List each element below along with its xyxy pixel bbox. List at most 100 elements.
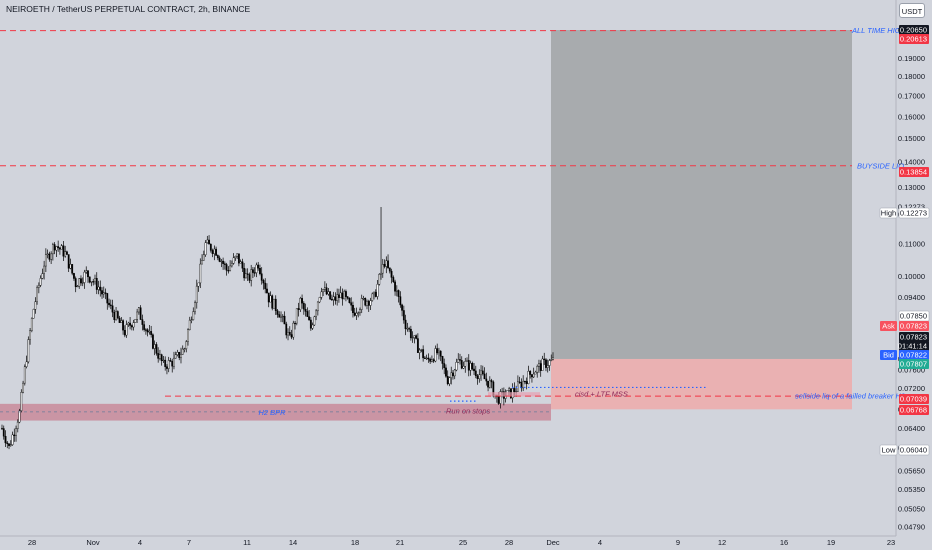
candle-body [387,260,389,269]
candle-body [88,276,91,283]
candle [116,310,119,320]
mss-marker [488,392,540,397]
x-tick-label: 9 [676,538,680,547]
price-badge-label: Bid [883,351,894,360]
candle [259,264,261,276]
candle [104,288,107,300]
x-tick-label: 11 [243,538,251,547]
candle [304,303,307,317]
candle-body [355,312,358,316]
candle [9,440,12,447]
candle [548,358,551,371]
candle-body [385,260,388,267]
candle [11,431,14,446]
candle [239,259,242,264]
candle [216,254,219,261]
candle [329,291,332,300]
candle-body [399,296,402,306]
candle [209,243,212,253]
candle-body [339,292,342,298]
candle-body [171,361,174,367]
candle [20,389,23,413]
candle-body [141,319,144,325]
candle-body [420,349,423,351]
candle [473,363,475,376]
candle-body [524,380,526,383]
candle-body [446,376,449,385]
candle-body [27,339,30,363]
candle [271,294,274,311]
candle-body [153,344,156,349]
candle [155,342,158,356]
level-sellside-liq-label: sellside liq of a failled breaker H2 [795,392,906,401]
candle [392,275,395,283]
x-tick-label: 18 [351,538,359,547]
candle [32,308,35,319]
candle [192,307,195,321]
candle-body [497,396,500,404]
candle-body [532,373,535,378]
candle [78,278,81,289]
price-badge-value: 0.06768 [900,406,927,415]
candle [74,276,77,293]
candle-body [297,308,300,310]
candle [311,322,314,331]
candle [280,311,282,323]
x-tick-label: Nov [86,538,100,547]
candle [66,250,68,255]
candle [134,319,137,324]
x-tick-label: 23 [887,538,895,547]
candle-body [50,253,53,260]
candle [71,263,74,276]
candle-body [76,285,79,288]
candle [308,309,310,321]
candle-body [229,265,232,271]
candle-body [15,428,17,436]
zone-target-box [551,30,852,359]
candle [536,364,539,378]
candle-body [234,256,237,259]
candle-body [227,270,230,272]
y-tick-label: 0.11000 [898,240,925,249]
candle-body [9,444,12,446]
candle-body [115,311,117,320]
candle [115,306,117,321]
candle-body [109,304,112,306]
currency-button[interactable]: USDT [899,3,925,18]
candle-body [173,357,175,367]
candle [404,314,407,336]
annotations-layer: H2 BPR ALL TIME HIGH BUYSIDE LIQ sellside l… [258,26,906,417]
candle [234,255,237,261]
candle [357,311,360,318]
candle [85,266,88,274]
price-badge-box [899,332,929,342]
candle-body [438,350,440,354]
candle [438,347,440,360]
candle-body [267,292,270,303]
candle [262,278,265,290]
candle [345,289,347,302]
candle [378,273,381,286]
candle-body [37,285,40,288]
candle-body [295,308,298,324]
candle [373,291,375,300]
x-tick-label: 25 [459,538,467,547]
candle [27,336,30,364]
candle-body [81,282,84,284]
price-badge-value: 0.13854 [900,168,927,177]
y-tick-label: 0.04790 [898,523,925,532]
candle-body [348,298,351,303]
candle-body [260,273,263,281]
candle [387,254,389,270]
candle [36,285,38,305]
candle [46,249,49,259]
levels-layer [0,30,852,402]
candle-body [434,348,437,362]
candle [534,370,537,375]
candle [490,378,493,389]
candle-body [534,371,537,375]
candle [248,272,251,284]
candle [13,428,16,442]
